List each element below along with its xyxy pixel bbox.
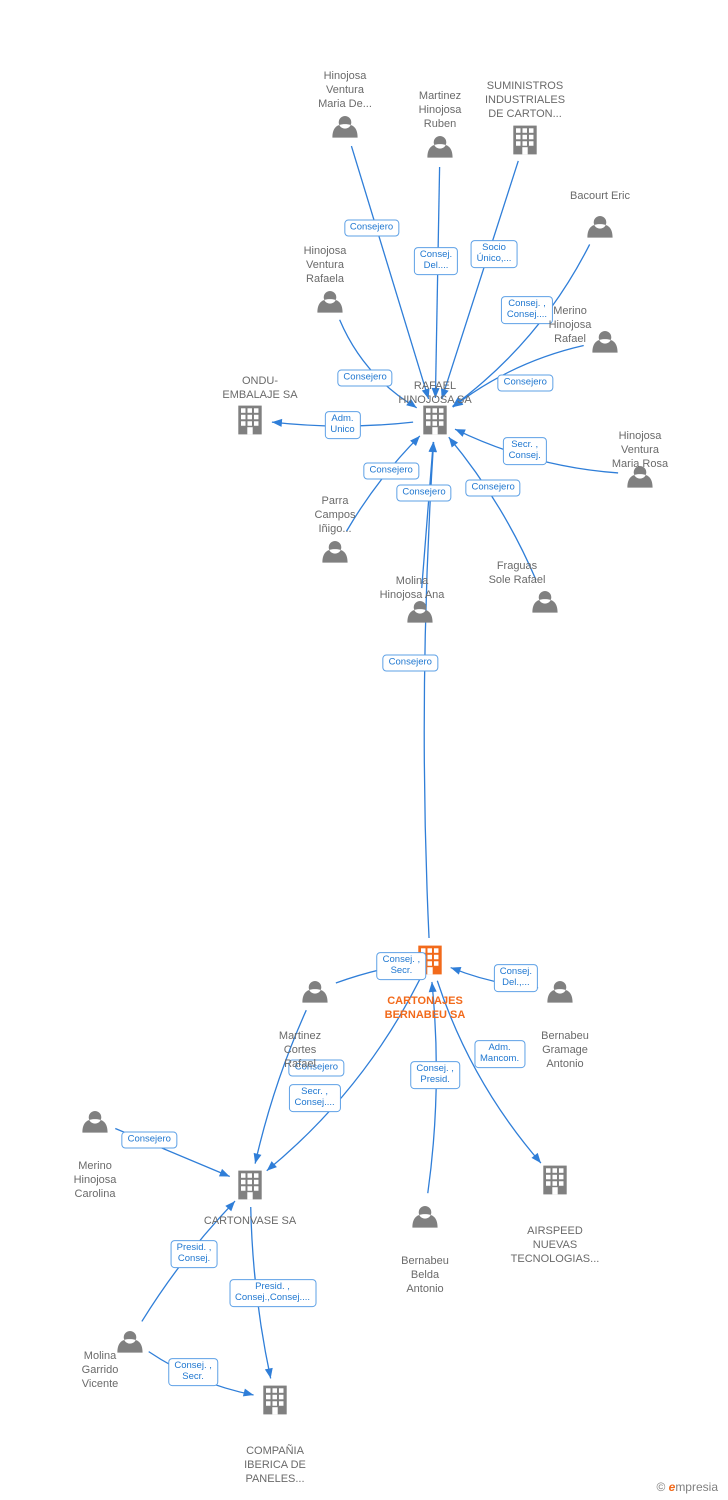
edge [442, 161, 519, 399]
edge [149, 1352, 254, 1395]
company-node[interactable] [513, 126, 536, 155]
edge [455, 429, 618, 473]
company-node[interactable] [418, 946, 441, 975]
edge [347, 436, 420, 531]
person-node[interactable] [427, 136, 452, 158]
edge-arrow [398, 962, 409, 970]
person-node[interactable] [532, 591, 557, 613]
person-node[interactable] [587, 216, 612, 238]
building-icon [513, 126, 536, 155]
copyright-brand-rest: mpresia [675, 1480, 718, 1494]
edge [251, 1207, 271, 1378]
person-icon [587, 216, 612, 238]
building-icon [263, 1386, 286, 1415]
person-icon [317, 291, 342, 313]
person-node[interactable] [322, 541, 347, 563]
person-icon [592, 331, 617, 353]
person-node[interactable] [82, 1111, 107, 1133]
copyright-prefix: © [656, 1480, 668, 1494]
person-node[interactable] [117, 1331, 142, 1353]
edge [449, 437, 536, 580]
person-node[interactable] [627, 466, 652, 488]
edge [424, 442, 433, 938]
edge [255, 1010, 306, 1163]
edge-arrow [432, 388, 440, 398]
person-icon [332, 116, 357, 138]
edge [340, 320, 417, 408]
copyright: © empresia [656, 1480, 718, 1494]
edge [272, 422, 413, 426]
diagram-canvas [0, 0, 728, 1500]
person-node[interactable] [412, 1206, 437, 1228]
person-icon [427, 136, 452, 158]
building-icon [418, 946, 441, 975]
edge [452, 244, 589, 406]
edge [115, 1129, 229, 1177]
person-icon [532, 591, 557, 613]
company-node[interactable] [238, 1171, 261, 1200]
person-node[interactable] [547, 981, 572, 1003]
building-icon [423, 406, 446, 435]
building-icon [238, 1171, 261, 1200]
person-node[interactable] [407, 601, 432, 623]
company-node[interactable] [263, 1386, 286, 1415]
edge [453, 346, 584, 408]
person-icon [547, 981, 572, 1003]
building-icon [238, 406, 261, 435]
person-node[interactable] [592, 331, 617, 353]
company-node[interactable] [543, 1166, 566, 1195]
person-node[interactable] [302, 981, 327, 1003]
building-icon [543, 1166, 566, 1195]
company-node[interactable] [238, 406, 261, 435]
person-icon [322, 541, 347, 563]
edge-arrow [451, 967, 462, 975]
person-icon [412, 1206, 437, 1228]
person-icon [117, 1331, 142, 1353]
edge-arrow [406, 399, 416, 408]
company-node[interactable] [423, 406, 446, 435]
person-icon [407, 601, 432, 623]
edge-arrow [422, 388, 430, 399]
person-icon [82, 1111, 107, 1133]
edge [428, 982, 437, 1193]
edge-arrow [455, 429, 466, 437]
person-icon [627, 466, 652, 488]
person-node[interactable] [317, 291, 342, 313]
edge [142, 1201, 235, 1321]
edge-arrow [243, 1389, 254, 1397]
edge [267, 979, 420, 1170]
edge-arrow [267, 1161, 277, 1171]
edge-arrow [219, 1169, 230, 1177]
edge [451, 968, 538, 988]
edge-arrow [265, 1368, 273, 1379]
edge [336, 964, 409, 983]
person-icon [302, 981, 327, 1003]
edge [435, 167, 439, 398]
edge-arrow [429, 442, 437, 452]
person-node[interactable] [332, 116, 357, 138]
edge [437, 981, 541, 1163]
edge-arrow [441, 388, 449, 399]
